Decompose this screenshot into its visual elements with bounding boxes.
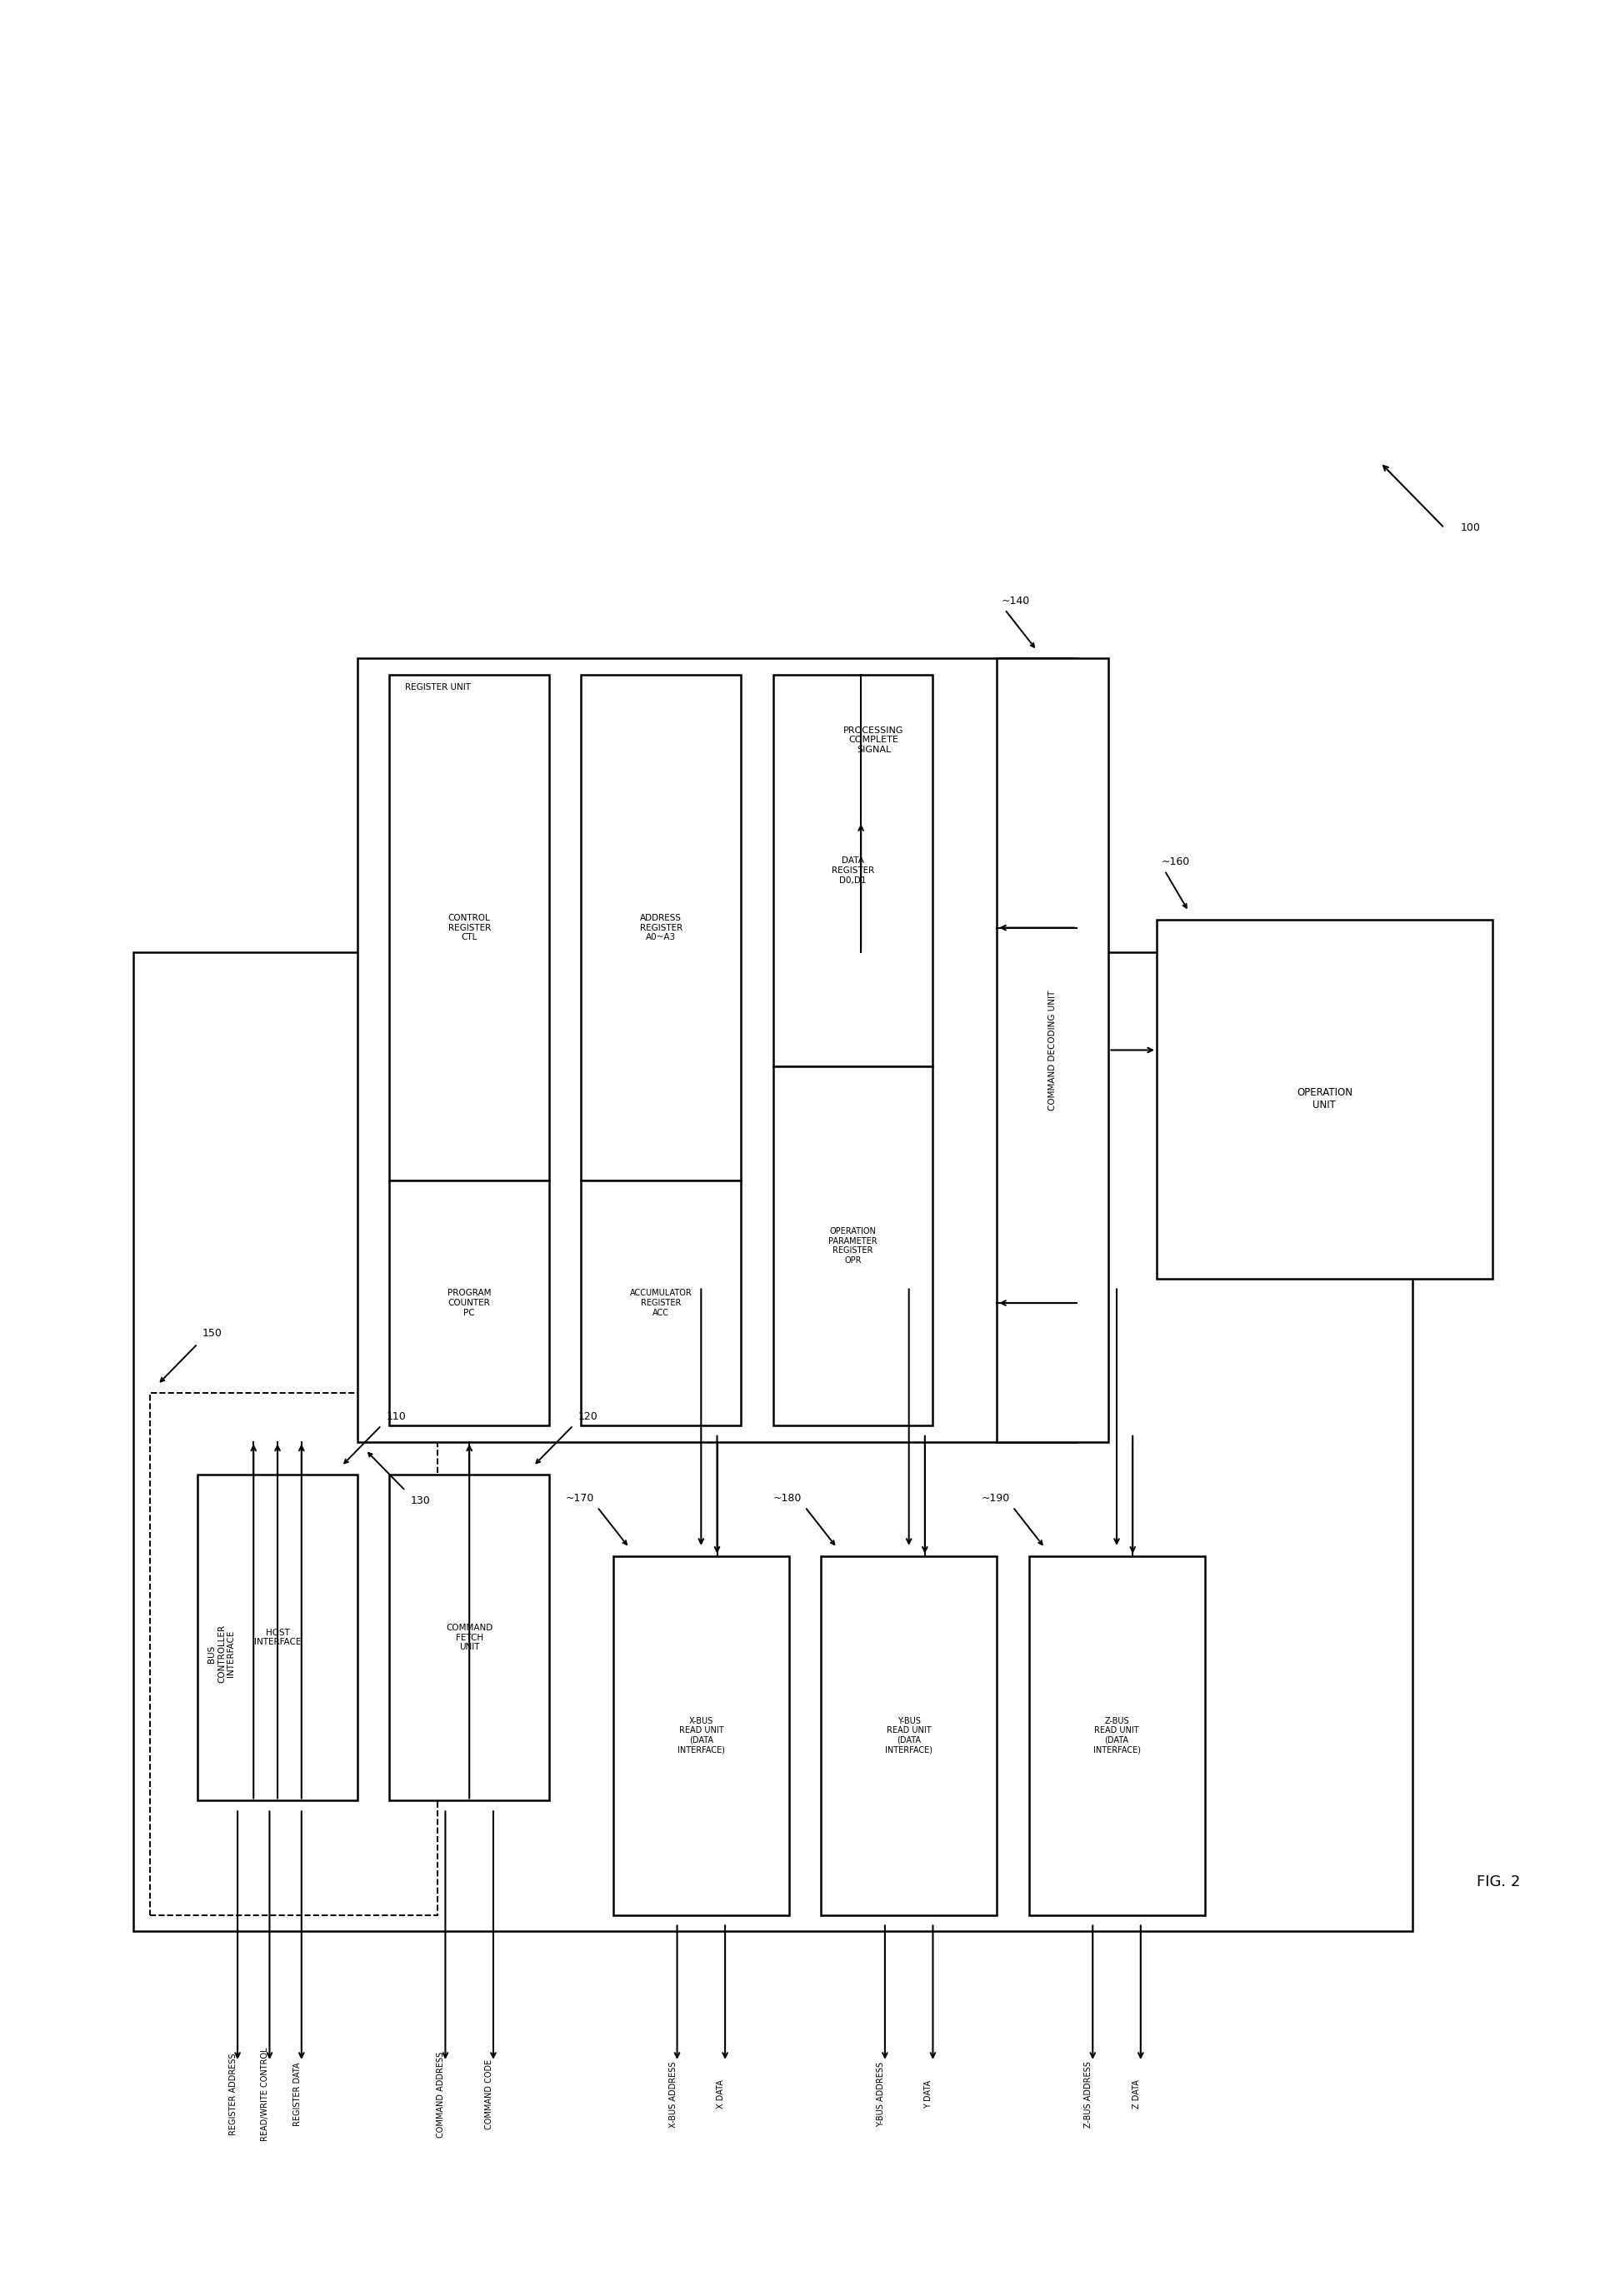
Text: HOST
INTERFACE: HOST INTERFACE [254, 1628, 301, 1646]
Bar [613, 1557, 789, 1915]
Bar [1029, 1557, 1204, 1915]
Bar [357, 659, 1077, 1442]
Text: ~140: ~140 [1001, 595, 1030, 606]
Text: DATA
REGISTER
D0,D1: DATA REGISTER D0,D1 [832, 856, 874, 884]
Text: 110: 110 [386, 1412, 406, 1421]
Bar [773, 1065, 932, 1426]
Text: Z DATA: Z DATA [1132, 2080, 1140, 2110]
Text: Y-BUS ADDRESS: Y-BUS ADDRESS [876, 2062, 886, 2126]
Text: ~160: ~160 [1161, 856, 1190, 868]
Bar [134, 953, 1412, 1931]
Text: CONTROL
REGISTER
CTL: CONTROL REGISTER CTL [448, 914, 491, 941]
Bar [581, 1180, 741, 1426]
Text: ADDRESS
REGISTER
A0~A3: ADDRESS REGISTER A0~A3 [639, 914, 683, 941]
Text: REGISTER UNIT: REGISTER UNIT [406, 682, 472, 691]
Bar [198, 1474, 357, 1800]
Text: PROCESSING
COMPLETE
SIGNAL: PROCESSING COMPLETE SIGNAL [844, 726, 903, 753]
Text: Y-BUS
READ UNIT
(DATA
INTERFACE): Y-BUS READ UNIT (DATA INTERFACE) [886, 1717, 932, 1754]
Text: OPERATION
PARAMETER
REGISTER
OPR: OPERATION PARAMETER REGISTER OPR [829, 1228, 877, 1265]
Bar [997, 659, 1109, 1442]
Text: ACCUMULATOR
REGISTER
ACC: ACCUMULATOR REGISTER ACC [630, 1288, 692, 1318]
Bar [390, 1474, 549, 1800]
Text: Z-BUS
READ UNIT
(DATA
INTERFACE): Z-BUS READ UNIT (DATA INTERFACE) [1093, 1717, 1140, 1754]
Bar [821, 1557, 997, 1915]
Text: REGISTER ADDRESS: REGISTER ADDRESS [229, 2053, 238, 2135]
Text: COMMAND
FETCH
UNIT: COMMAND FETCH UNIT [446, 1623, 493, 1651]
Text: X-BUS ADDRESS: X-BUS ADDRESS [668, 2062, 678, 2128]
Text: ~190: ~190 [980, 1492, 1009, 1504]
Text: 120: 120 [578, 1412, 597, 1421]
Text: COMMAND DECODING UNIT: COMMAND DECODING UNIT [1048, 990, 1056, 1111]
Text: COMMAND CODE: COMMAND CODE [485, 2060, 493, 2128]
Text: Z-BUS ADDRESS: Z-BUS ADDRESS [1085, 2062, 1093, 2128]
Text: FIG. 2: FIG. 2 [1476, 1876, 1520, 1890]
Text: X DATA: X DATA [716, 2080, 724, 2110]
Text: READ/WRITE CONTROL: READ/WRITE CONTROL [261, 2048, 269, 2142]
Bar [390, 1180, 549, 1426]
Text: 150: 150 [203, 1327, 222, 1339]
Text: X-BUS
READ UNIT
(DATA
INTERFACE): X-BUS READ UNIT (DATA INTERFACE) [678, 1717, 724, 1754]
Text: BUS
CONTROLLER
INTERFACE: BUS CONTROLLER INTERFACE [208, 1626, 235, 1683]
Bar [1156, 921, 1492, 1279]
Text: 100: 100 [1460, 523, 1480, 533]
Bar [150, 1394, 438, 1915]
Text: 130: 130 [411, 1495, 430, 1506]
Text: OPERATION
UNIT: OPERATION UNIT [1296, 1088, 1352, 1111]
Bar [581, 675, 741, 1180]
Text: PROGRAM
COUNTER
PC: PROGRAM COUNTER PC [448, 1288, 491, 1318]
Bar [390, 675, 549, 1180]
Text: ~170: ~170 [565, 1492, 594, 1504]
Text: COMMAND ADDRESS: COMMAND ADDRESS [436, 2050, 446, 2138]
Text: Y DATA: Y DATA [924, 2080, 932, 2108]
Text: REGISTER DATA: REGISTER DATA [293, 2062, 301, 2126]
Text: ~180: ~180 [773, 1492, 802, 1504]
Bar [773, 675, 932, 1065]
